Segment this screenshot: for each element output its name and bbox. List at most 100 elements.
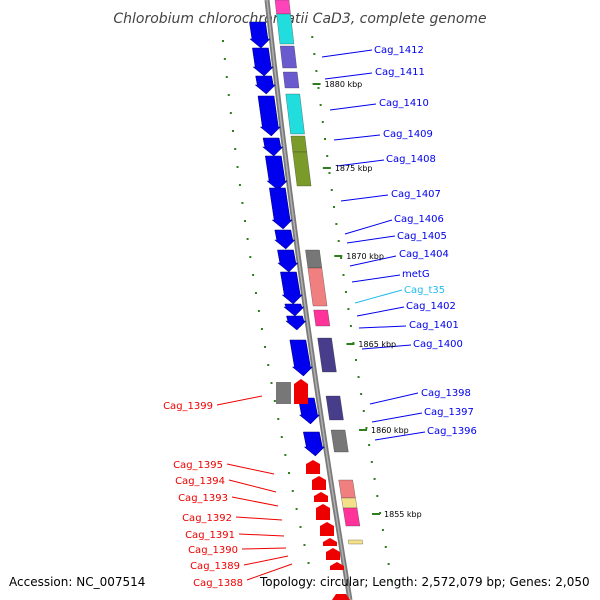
- dot-mark: [227, 94, 230, 96]
- scale-dot: [349, 325, 352, 327]
- reverse-gene-arrow: [326, 548, 340, 560]
- dot-mark: [260, 328, 263, 330]
- scale-dot: [370, 461, 373, 463]
- scale-dot: [337, 240, 340, 242]
- dot-mark: [246, 238, 249, 240]
- forward-gene-arrow: [254, 75, 276, 95]
- label-leader-line: [228, 479, 277, 493]
- dot-mark: [225, 76, 228, 78]
- scale-dot: [381, 529, 384, 531]
- dot-mark: [231, 130, 234, 132]
- forward-gene-arrow: [283, 303, 305, 317]
- label-leader-line: [329, 103, 377, 111]
- genome-summary-text: Topology: circular; Length: 2,572,079 bp…: [259, 575, 590, 589]
- scale-dot: [354, 359, 357, 361]
- dot-mark: [270, 382, 273, 384]
- dot-mark: [238, 184, 241, 186]
- scale-dot: [379, 512, 382, 514]
- category-block: [338, 479, 356, 499]
- gene-label: Cag_1399: [163, 401, 213, 412]
- scale-track: [311, 36, 393, 582]
- major-tick: [334, 255, 343, 257]
- dot-mark: [254, 292, 257, 294]
- major-tick: [322, 167, 331, 169]
- gene-label: Cag_1397: [424, 407, 474, 418]
- gene-label: Cag_1394: [175, 476, 225, 487]
- gene-label: Cag_1392: [182, 513, 232, 524]
- reverse-gene-arrow: [312, 476, 326, 490]
- scale-dot: [319, 104, 322, 106]
- scale-dot: [335, 223, 338, 225]
- dot-mark: [273, 400, 276, 402]
- gene-label: Cag_1393: [178, 493, 228, 504]
- gene-label: Cag_1410: [379, 98, 429, 109]
- label-leader-line: [351, 274, 401, 283]
- gene-label: Cag_t35: [404, 285, 445, 296]
- forward-gene-arrow: [262, 137, 284, 157]
- tick-label: 1855 kbp: [384, 510, 422, 519]
- dot-mark: [234, 148, 237, 150]
- reverse-gene-arrow: [306, 460, 320, 474]
- label-leader-line: [336, 159, 385, 167]
- label-leader-line: [356, 306, 405, 317]
- label-leader-line: [358, 325, 407, 329]
- gene-label: Cag_1405: [397, 231, 447, 242]
- dot-mark: [284, 454, 287, 456]
- major-tick: [359, 429, 368, 431]
- tick-label: 1860 kbp: [371, 426, 409, 435]
- reverse-strand-ring: [276, 379, 350, 600]
- dot-mark: [252, 274, 255, 276]
- category-block: [274, 0, 291, 15]
- label-leader-line: [371, 412, 423, 423]
- category-block: [276, 13, 295, 45]
- label-leader-line: [241, 547, 287, 550]
- scale-dot: [328, 172, 331, 174]
- scale-dot: [384, 546, 387, 548]
- dot-mark: [307, 562, 310, 564]
- label-leader-line: [243, 555, 289, 566]
- label-leader-line: [216, 395, 263, 406]
- category-block: [279, 45, 297, 69]
- category-block: [307, 267, 328, 307]
- major-tick: [346, 343, 355, 345]
- label-leader-line: [231, 496, 279, 507]
- scale-dot: [317, 87, 320, 89]
- scale-dot: [311, 36, 314, 38]
- major-tick: [372, 513, 381, 515]
- category-ring: [274, 0, 363, 545]
- label-leader-line: [354, 289, 403, 304]
- label-leader-line: [226, 463, 275, 475]
- label-leader-line: [238, 533, 285, 537]
- reverse-gene-block: [276, 382, 291, 404]
- dot-mark: [249, 256, 252, 258]
- scale-dot: [344, 291, 347, 293]
- gene-label: Cag_1391: [185, 530, 235, 541]
- gene-label: Cag_1408: [386, 154, 436, 165]
- category-block: [292, 151, 312, 187]
- scale-dot: [373, 478, 376, 480]
- label-leader-line: [349, 255, 397, 267]
- category-block: [313, 309, 331, 327]
- label-leader-line: [361, 344, 412, 350]
- gene-label: Cag_1388: [193, 578, 243, 589]
- gene-label: Cag_1412: [374, 45, 424, 56]
- gene-label: Cag_1402: [406, 301, 456, 312]
- scale-dot: [323, 138, 326, 140]
- scale-dot: [340, 257, 343, 259]
- gene-label: Cag_1406: [394, 214, 444, 225]
- scale-dot: [313, 53, 316, 55]
- forward-gene-arrow: [303, 431, 325, 457]
- forward-gene-arrow: [274, 229, 296, 250]
- gene-label: Cag_1407: [391, 189, 441, 200]
- scale-dot: [326, 155, 329, 157]
- label-leader-line: [333, 134, 381, 141]
- label-leader-line: [324, 72, 373, 80]
- dot-mark: [229, 112, 232, 114]
- gene-labels: Cag_1412 Cag_1411 Cag_1410 Cag_1409 Cag_1408…: [163, 45, 477, 589]
- reverse-gene-arrow: [332, 594, 350, 600]
- gene-label: Cag_1398: [421, 388, 471, 399]
- major-tick: [312, 83, 321, 85]
- scale-dot: [347, 308, 350, 310]
- label-leader-line: [246, 563, 293, 581]
